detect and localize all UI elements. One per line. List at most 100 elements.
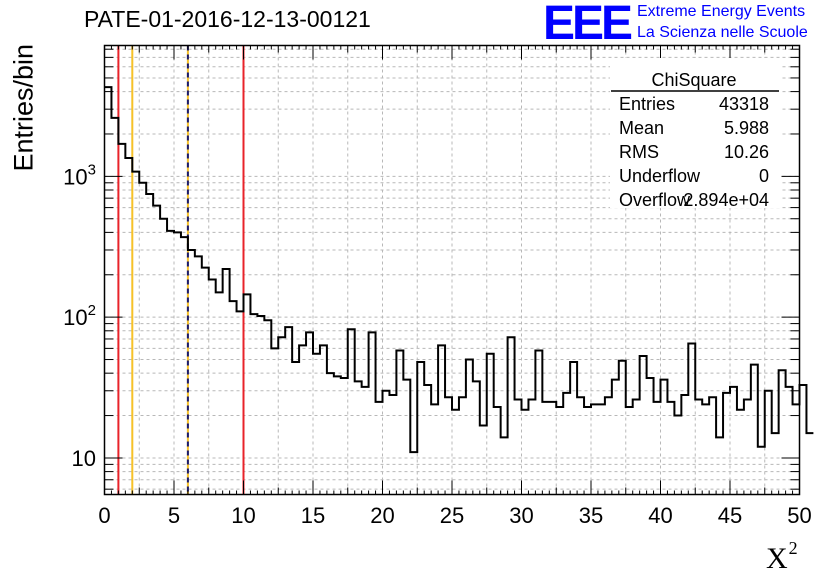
- histogram-bin: [410, 452, 417, 494]
- histogram-bin: [202, 268, 209, 495]
- histogram-bin: [508, 337, 515, 494]
- histogram-bin: [369, 332, 376, 494]
- x-axis-label: X2: [766, 538, 798, 576]
- histogram-bin: [181, 237, 188, 494]
- stats-row-value: 43318: [719, 94, 769, 114]
- histogram-bin: [320, 345, 327, 494]
- x-tick-label: 35: [579, 503, 603, 528]
- eee-subtitle-2: La Scienza nelle Scuole: [637, 24, 808, 41]
- histogram-bin: [257, 316, 264, 495]
- x-tick-label: 0: [98, 503, 110, 528]
- stats-row-label: Mean: [619, 118, 664, 138]
- y-tick-label-base: 10: [63, 164, 87, 189]
- histogram-bin: [751, 365, 758, 495]
- histogram-bin: [681, 395, 688, 495]
- histogram-bin: [688, 343, 695, 494]
- x-tick-label: 50: [787, 503, 811, 528]
- histogram-bin: [793, 404, 800, 494]
- stats-row-label: RMS: [619, 142, 659, 162]
- stats-row-label: Overflow: [619, 190, 691, 210]
- histogram-bin: [800, 385, 807, 495]
- histogram-bin: [626, 407, 633, 494]
- histogram-bin: [195, 256, 202, 494]
- histogram-bin: [577, 397, 584, 494]
- histogram-bin: [230, 301, 237, 494]
- histogram-bin: [806, 433, 813, 494]
- histogram-bin: [396, 350, 403, 494]
- histogram-bin: [285, 327, 292, 494]
- y-axis-label: Entries/bin: [8, 43, 39, 172]
- histogram-bin: [174, 232, 181, 494]
- histogram-bin: [355, 381, 362, 494]
- y-tick-label-exp: 2: [88, 302, 96, 319]
- histogram-bin: [640, 356, 647, 495]
- plot-frame: [103, 44, 801, 496]
- histogram-bin: [480, 425, 487, 494]
- histogram-bin: [292, 362, 299, 494]
- histogram-bin: [348, 329, 355, 494]
- histogram-bin: [702, 404, 709, 494]
- x-tick-label: 40: [648, 503, 672, 528]
- histogram-bin: [244, 294, 251, 494]
- histogram-bin: [334, 376, 341, 494]
- histogram-bin: [125, 158, 132, 494]
- histogram-series: [104, 86, 814, 495]
- histogram-bin: [313, 354, 320, 495]
- y-tick-label-base: 10: [63, 305, 87, 330]
- x-tick-label: 30: [509, 503, 533, 528]
- histogram-bin: [223, 269, 230, 495]
- histogram-bin: [501, 437, 508, 494]
- eee-subtitle-1: Extreme Energy Events: [637, 3, 806, 20]
- y-tick-label-exp: 3: [88, 161, 96, 178]
- histogram-bin: [111, 118, 118, 495]
- histogram-bin: [556, 407, 563, 494]
- histogram-bin: [716, 437, 723, 494]
- histogram-bin: [271, 348, 278, 494]
- histogram-bin: [160, 219, 167, 495]
- stats-row-value: 0: [759, 166, 769, 186]
- histogram-bin: [758, 447, 765, 495]
- histogram-bin: [528, 400, 535, 495]
- histogram-bin: [209, 280, 216, 495]
- histogram-bin: [139, 183, 146, 495]
- histogram-bin: [473, 381, 480, 494]
- x-tick-label: 25: [440, 503, 464, 528]
- histogram-bin: [299, 345, 306, 494]
- histogram-bin: [431, 404, 438, 494]
- histogram-bin: [515, 400, 522, 495]
- x-tick-label: 5: [168, 503, 180, 528]
- histogram-bin: [118, 144, 125, 495]
- threshold-markers: [117, 45, 245, 495]
- x-axis-label-base: X: [766, 542, 788, 575]
- y-tick-label: 102: [63, 302, 96, 330]
- histogram-bin: [153, 206, 160, 495]
- page-title: PATE-01-2016-12-13-00121: [84, 6, 371, 32]
- histogram-bin: [709, 397, 716, 494]
- histogram-bin: [542, 402, 549, 495]
- eee-logo: EEE: [543, 0, 633, 50]
- histogram-bin: [445, 397, 452, 494]
- histogram-bin: [522, 410, 529, 495]
- histogram-bin: [667, 402, 674, 495]
- stats-box-title: ChiSquare: [651, 70, 736, 90]
- histogram-bin: [695, 400, 702, 495]
- histogram-bin: [779, 370, 786, 494]
- x-tick-labels: 0 5 10 15 20 25 30 35 40 45 50: [98, 503, 811, 528]
- x-tick-label: 45: [718, 503, 742, 528]
- histogram-bin: [452, 410, 459, 495]
- stats-box-frame: [610, 58, 780, 208]
- histogram-bin: [216, 292, 223, 494]
- y-tick-label: 103: [63, 161, 96, 189]
- histogram-bin: [744, 400, 751, 495]
- histogram-bin: [389, 395, 396, 495]
- x-tick-label: 20: [370, 503, 394, 528]
- histogram-bin: [264, 320, 271, 494]
- histogram-bin: [250, 314, 257, 494]
- histogram-bin: [362, 387, 369, 495]
- histogram-bin: [167, 231, 174, 495]
- histogram-bin: [619, 361, 626, 495]
- histogram-bin: [647, 378, 654, 495]
- histogram-bin: [466, 360, 473, 495]
- histogram-bin: [494, 407, 501, 494]
